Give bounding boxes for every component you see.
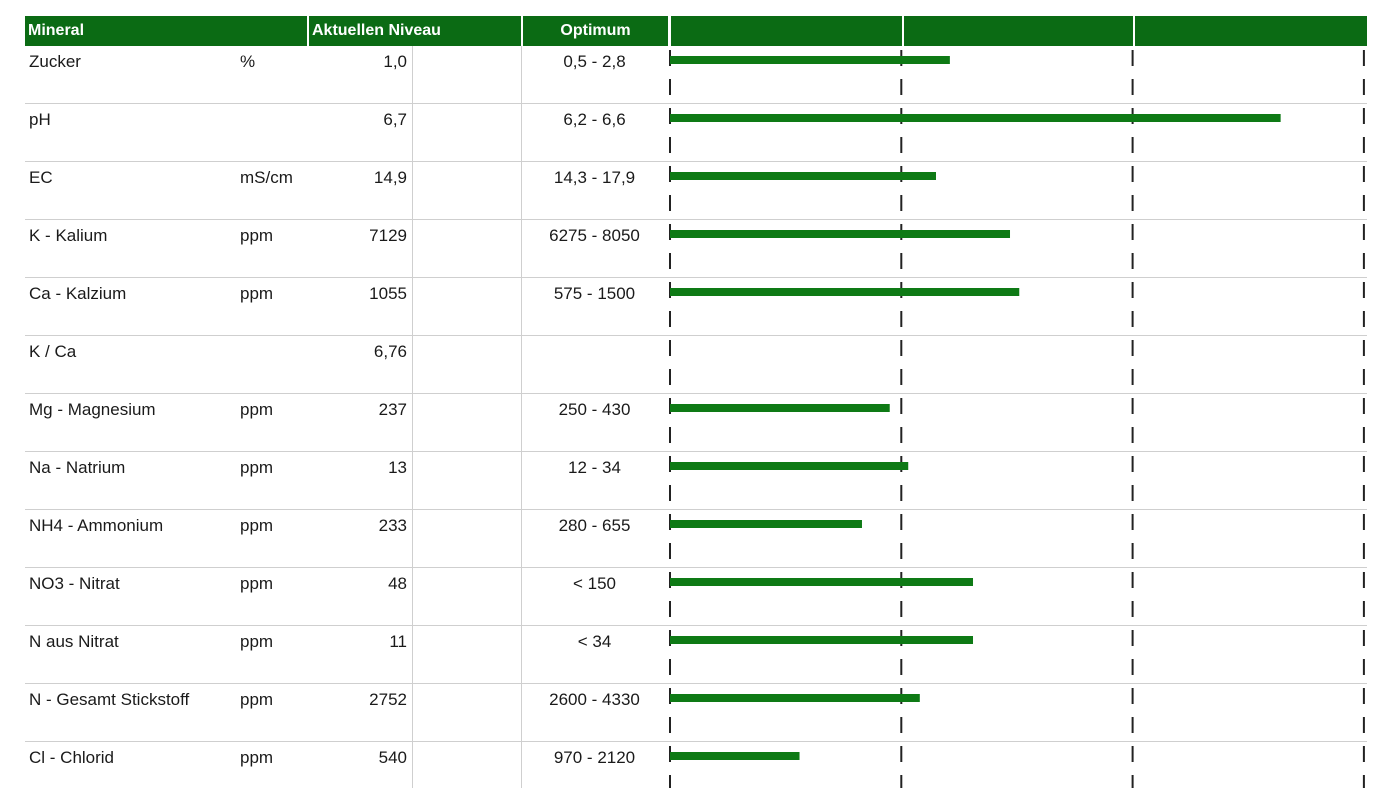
- current-level-value: 233: [378, 516, 407, 535]
- mineral-unit: ppm: [240, 574, 274, 593]
- mineral-name: EC: [29, 168, 53, 187]
- current-level-value: 13: [388, 458, 407, 477]
- header-optimum: Optimum: [523, 16, 668, 46]
- header-mineral: Mineral: [25, 16, 307, 46]
- table-row: pH 6,7 6,2 - 6,6: [25, 104, 1367, 162]
- mineral-unit: %: [240, 52, 256, 71]
- table-row: N - Gesamt Stickstoff ppm 2752 2600 - 4330: [25, 684, 1367, 742]
- mineral-unit: mS/cm: [240, 168, 293, 187]
- mineral-unit: ppm: [240, 226, 274, 245]
- optimum-range: 250 - 430: [558, 400, 631, 419]
- table-row: Ca - Kalzium ppm 1055 575 - 1500: [25, 278, 1367, 336]
- table-row: N aus Nitrat ppm 11 < 34: [25, 626, 1367, 684]
- table-row: Mg - Magnesium ppm 237 250 - 430: [25, 394, 1367, 452]
- mineral-name: Mg - Magnesium: [29, 400, 156, 419]
- table-row: K - Kalium ppm 7129 6275 - 8050: [25, 220, 1367, 278]
- current-level-value: 7129: [369, 226, 407, 245]
- table-row: Na - Natrium ppm 13 12 - 34: [25, 452, 1367, 510]
- current-level-value: 1055: [369, 284, 407, 303]
- mineral-name: NO3 - Nitrat: [29, 574, 120, 593]
- optimum-range: 6275 - 8050: [549, 226, 640, 245]
- mineral-unit: ppm: [240, 284, 274, 303]
- mineral-name: Na - Natrium: [29, 458, 126, 477]
- mineral-unit: ppm: [240, 458, 274, 477]
- bar-mg-magnesium: [670, 404, 890, 412]
- header-chart-1: [671, 16, 902, 46]
- current-level-value: 1,0: [383, 52, 407, 71]
- bar-nh4-ammonium: [670, 520, 862, 528]
- bar-no3-nitrat: [670, 578, 974, 586]
- column-divider-optimum: [521, 46, 522, 788]
- mineral-name: Cl - Chlorid: [29, 748, 115, 767]
- current-level-value: 2752: [369, 690, 407, 709]
- mineral-name: N - Gesamt Stickstoff: [29, 690, 190, 709]
- column-divider-value: [412, 46, 413, 788]
- bar-na-natrium: [670, 462, 909, 470]
- current-level-value: 540: [378, 748, 407, 767]
- bar-ec: [670, 172, 936, 180]
- table-row: Cl - Chlorid ppm 540 970 - 2120: [25, 742, 1367, 788]
- optimum-range: 2600 - 4330: [549, 690, 640, 709]
- optimum-range: 14,3 - 17,9: [553, 168, 636, 187]
- header-chart-2: [904, 16, 1133, 46]
- bar-cl-chlorid: [670, 752, 800, 760]
- header-chart-3: [1135, 16, 1367, 46]
- table-row: K / Ca 6,76: [25, 336, 1367, 394]
- table-row: NO3 - Nitrat ppm 48 < 150: [25, 568, 1367, 626]
- optimum-range: < 150: [572, 574, 616, 593]
- table-row: EC mS/cm 14,9 14,3 - 17,9: [25, 162, 1367, 220]
- bar-ca-kalzium: [670, 288, 1020, 296]
- current-level-value: 48: [388, 574, 407, 593]
- mineral-name: N aus Nitrat: [29, 632, 119, 651]
- optimum-range: 970 - 2120: [553, 748, 636, 767]
- mineral-unit: ppm: [240, 632, 274, 651]
- bar-zucker: [670, 56, 950, 64]
- current-level-value: 11: [389, 632, 407, 651]
- current-level-value: 6,76: [373, 342, 407, 361]
- mineral-unit: ppm: [240, 690, 274, 709]
- bar-n-aus-nitrat: [670, 636, 974, 644]
- mineral-name: Zucker: [29, 52, 81, 71]
- current-level-value: 6,7: [383, 110, 407, 129]
- optimum-range: < 34: [577, 632, 612, 651]
- mineral-name: K - Kalium: [29, 226, 108, 245]
- header-level: Aktuellen Niveau: [309, 16, 521, 46]
- optimum-range: 6,2 - 6,6: [563, 110, 626, 129]
- mineral-name: pH: [29, 110, 51, 129]
- optimum-range: 280 - 655: [558, 516, 631, 535]
- mineral-unit: ppm: [240, 400, 274, 419]
- table-row: Zucker% 1,0 0,5 - 2,8: [25, 46, 1367, 104]
- mineral-name: K / Ca: [29, 342, 77, 361]
- bar-n-gesamt-stickstoff: [670, 694, 920, 702]
- mineral-name: Ca - Kalzium: [29, 284, 127, 303]
- mineral-name: NH4 - Ammonium: [29, 516, 164, 535]
- current-level-value: 237: [378, 400, 407, 419]
- mineral-unit: ppm: [240, 748, 274, 767]
- optimum-range: 0,5 - 2,8: [563, 52, 626, 71]
- bar-k-kalium: [670, 230, 1011, 238]
- optimum-range: 575 - 1500: [553, 284, 636, 303]
- optimum-range: 12 - 34: [568, 458, 621, 477]
- table-row: NH4 - Ammonium ppm 233 280 - 655: [25, 510, 1367, 568]
- current-level-value: 14,9: [373, 168, 407, 187]
- bar-ph: [670, 114, 1281, 122]
- mineral-unit: ppm: [240, 516, 274, 535]
